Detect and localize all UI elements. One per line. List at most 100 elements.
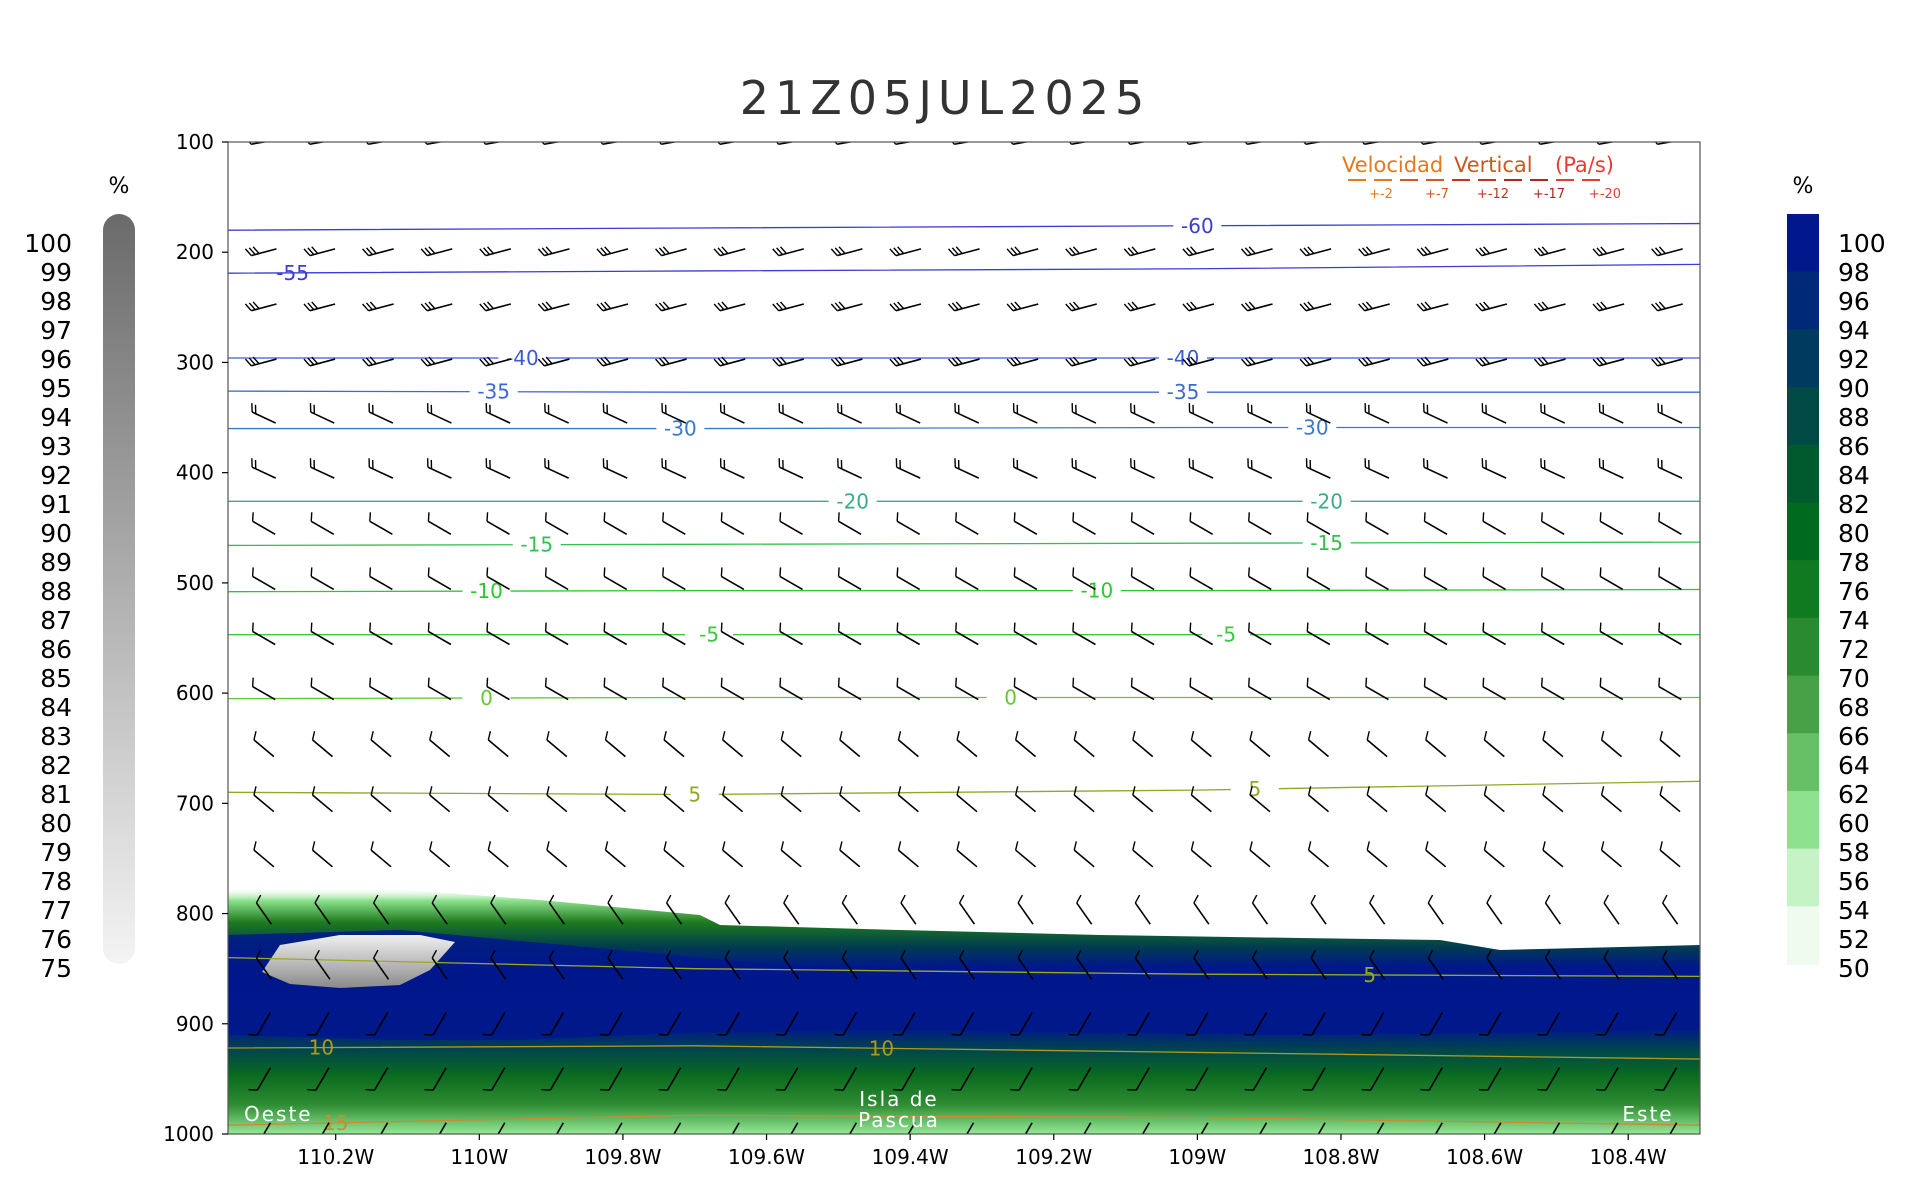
wind-barb — [661, 403, 687, 424]
wind-barb — [717, 1067, 740, 1091]
wind-barb — [1127, 1012, 1150, 1036]
wind-barb — [954, 403, 980, 424]
humidity-colorbar-band — [1787, 675, 1819, 735]
wind-barb — [1425, 731, 1447, 758]
annotation-isla-de: Isla de — [859, 1087, 939, 1111]
humidity-colorbar-label: 72 — [1838, 635, 1870, 664]
legend-level: +-2 — [1369, 187, 1393, 202]
wind-barb — [491, 1122, 506, 1134]
cloud-colorbar-label: 80 — [40, 809, 72, 838]
wind-barb — [1182, 356, 1215, 367]
humidity-colorbar-label: 52 — [1838, 925, 1870, 954]
x-tick-label: 109.2W — [1015, 1145, 1092, 1169]
legend-level: +-7 — [1425, 187, 1449, 202]
humidity-colorbar-label: 66 — [1838, 722, 1870, 751]
wind-barb — [608, 1122, 623, 1134]
wind-barb — [1124, 142, 1156, 146]
wind-barb — [1425, 841, 1447, 868]
wind-barb — [251, 403, 277, 424]
wind-barb — [1251, 949, 1269, 980]
wind-barb — [1657, 458, 1683, 479]
wind-barb — [1012, 403, 1038, 424]
wind-barb — [372, 894, 390, 925]
isotherm-label: -5 — [699, 623, 719, 647]
vertical-velocity-legend: Velocidad Vertical (Pa/s) +-2 +-7 +-12 +-17 +-2… — [1342, 153, 1621, 202]
wind-barb — [1072, 512, 1096, 535]
wind-barb — [662, 677, 686, 701]
wind-barb — [658, 1012, 682, 1036]
wind-barb — [251, 458, 277, 479]
wind-barb — [1006, 246, 1039, 257]
wind-barb — [1130, 567, 1155, 591]
isotherm-line — [228, 263, 1700, 274]
cloud-colorbar-label: 91 — [40, 490, 72, 519]
wind-barb — [958, 894, 976, 925]
wind-barb — [1251, 894, 1269, 925]
wind-barb — [604, 786, 626, 813]
humidity-colorbar-band — [1787, 617, 1819, 677]
isotherm-label: -15 — [520, 533, 553, 557]
wind-barb — [830, 356, 863, 367]
cloud-fraction-colorbar: % 10099989796959493929190898887868584838… — [24, 174, 135, 983]
wind-barb — [1190, 731, 1212, 758]
wind-barb — [369, 512, 393, 535]
wind-barb — [1306, 622, 1331, 646]
wind-barb — [1306, 567, 1331, 591]
wind-barb — [1132, 841, 1154, 868]
humidity-colorbar-label: 60 — [1838, 809, 1870, 838]
wind-barb — [370, 841, 392, 868]
wind-barb — [772, 142, 805, 146]
isotherm-label: -60 — [1181, 214, 1214, 238]
isotherm-label: -35 — [1167, 380, 1200, 404]
wind-barb — [897, 841, 919, 868]
wind-barb — [720, 512, 745, 535]
isotherm-label: -5 — [1216, 623, 1236, 647]
wind-barb — [1307, 731, 1330, 758]
cloud-colorbar-label: 81 — [40, 780, 72, 809]
wind-barb — [310, 512, 335, 535]
wind-barb — [537, 356, 570, 367]
wind-barb — [1540, 458, 1566, 479]
wind-barb — [1071, 403, 1097, 424]
wind-barb — [1604, 1122, 1619, 1134]
humidity-colorbar-band — [1787, 387, 1819, 446]
wind-barb — [896, 677, 921, 701]
wind-barb — [666, 1122, 682, 1134]
wind-barb — [1483, 731, 1505, 758]
wind-barb — [1018, 1122, 1033, 1134]
wind-barb — [1252, 1122, 1268, 1134]
wind-barb — [370, 786, 392, 813]
wind-barb — [655, 246, 687, 257]
wind-barb — [1127, 1067, 1150, 1091]
wind-barb — [365, 1012, 389, 1036]
wind-barb — [1366, 841, 1388, 868]
wind-barb — [1600, 731, 1623, 758]
wind-barb — [369, 567, 393, 591]
wind-barb — [713, 246, 746, 257]
wind-barb — [424, 1067, 447, 1091]
cloud-colorbar-label: 85 — [40, 664, 72, 693]
wind-barb — [948, 301, 980, 312]
wind-barb — [959, 1122, 975, 1134]
wind-barb — [1486, 894, 1503, 925]
wind-barb — [1427, 949, 1444, 980]
wind-barb — [1361, 1067, 1385, 1091]
wind-barb — [1247, 403, 1273, 424]
wind-barb — [490, 949, 507, 980]
humidity-colorbar-label: 100 — [1838, 229, 1886, 258]
wind-barb — [779, 512, 803, 535]
wind-barb — [1130, 677, 1155, 701]
wind-barb — [1365, 677, 1389, 701]
wind-barb — [1481, 403, 1507, 424]
cloud-colorbar-label: 90 — [40, 519, 72, 548]
wind-barb — [661, 458, 687, 479]
wind-barb — [956, 731, 978, 758]
wind-barb — [1013, 677, 1038, 701]
wind-barb — [1132, 731, 1154, 758]
wind-barb — [1420, 1067, 1443, 1091]
wind-barb — [896, 622, 921, 646]
wind-barb — [429, 786, 451, 813]
wind-barb — [420, 142, 453, 146]
wind-barb — [1651, 356, 1683, 367]
y-tick-label: 200 — [176, 240, 214, 264]
